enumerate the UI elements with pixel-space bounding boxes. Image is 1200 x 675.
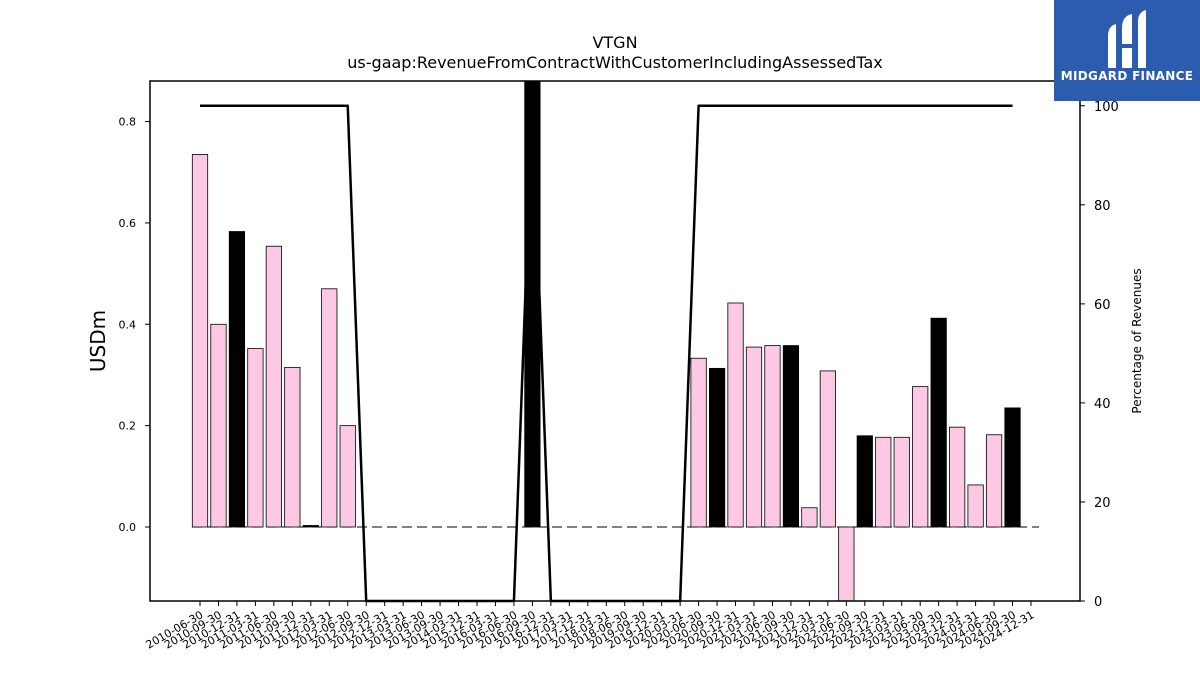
y-tick-label: 0.0 (119, 521, 137, 534)
bar (949, 426, 966, 528)
y2-tick-label: 100 (1094, 100, 1119, 115)
bar (782, 345, 800, 528)
bar (265, 245, 282, 528)
bar (524, 80, 541, 528)
bar (727, 302, 744, 528)
bars-group (191, 80, 1021, 602)
bar (912, 386, 929, 528)
y2-tick-label: 0 (1094, 595, 1102, 610)
bar (321, 288, 338, 528)
bar (893, 436, 910, 528)
bar (764, 345, 781, 528)
bar (210, 323, 227, 528)
bar (302, 525, 319, 528)
bar (745, 346, 763, 528)
y-axis-right: 0 20 40 60 80 100 (1080, 100, 1119, 610)
bar (228, 231, 246, 528)
bar (339, 425, 356, 528)
y2-tick-label: 40 (1094, 397, 1111, 412)
y-tick-label: 0.6 (119, 217, 137, 230)
y-axis-left: 0.0 0.2 0.4 0.6 0.8 (119, 116, 150, 534)
bar (284, 366, 301, 528)
y-tick-label: 0.8 (119, 116, 137, 129)
chart-title: VTGN (592, 33, 637, 52)
y2-tick-label: 60 (1094, 298, 1111, 313)
logo-text: MIDGARD FINANCE (1060, 69, 1194, 83)
bar (708, 367, 726, 528)
bar (247, 348, 264, 528)
y-tick-label: 0.2 (119, 420, 137, 433)
chart-subtitle: us-gaap:RevenueFromContractWithCustomerI… (347, 53, 882, 72)
midgard-finance-logo: MIDGARD FINANCE (1054, 0, 1200, 101)
y2-tick-label: 20 (1094, 496, 1111, 511)
y2-axis-label: Percentage of Revenues (1130, 268, 1144, 413)
bar (690, 357, 707, 528)
bar (875, 436, 892, 528)
bar (1004, 407, 1021, 528)
bar (985, 434, 1003, 528)
bar (856, 435, 873, 528)
bar (838, 526, 855, 602)
bar (819, 370, 836, 528)
logo-mark-icon (1108, 10, 1146, 68)
y-tick-label: 0.4 (119, 318, 137, 331)
bar (967, 484, 984, 528)
bar (801, 507, 818, 528)
y2-tick-label: 80 (1094, 199, 1111, 214)
x-axis: 2010-06-302010-09-302010-12-312011-03-31… (144, 601, 1037, 652)
y-axis-label: USDm (86, 310, 110, 372)
bar (191, 154, 209, 528)
plot-frame (149, 80, 1081, 602)
bar (930, 317, 947, 528)
